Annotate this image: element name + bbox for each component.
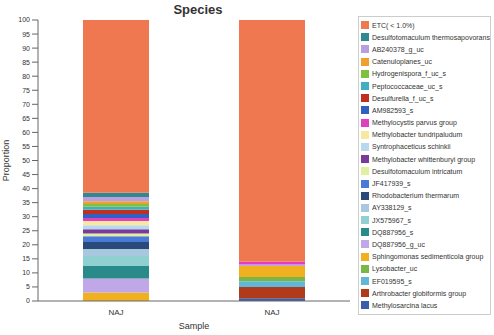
- html-text:Desulfurella_f_uc_s: Desulfurella_f_uc_s: [372, 94, 434, 102]
- svg-text:5: 5: [26, 283, 30, 290]
- html-text:Desulfotomaculum thermosapovor: Desulfotomaculum thermosapovorans: [372, 33, 490, 41]
- html-text:AB240378_g_uc: AB240378_g_uc: [372, 46, 424, 53]
- svg-text:65: 65: [22, 115, 30, 122]
- svg-text:10: 10: [22, 269, 30, 276]
- html-text:Sphingomonas sedimenticola gro: Sphingomonas sedimenticola group: [372, 253, 484, 261]
- svg-text:60: 60: [22, 129, 30, 136]
- html-text:Syntrophaceticus schinkii: Syntrophaceticus schinkii: [372, 143, 451, 151]
- html-text:Methylobacter tundripaludum: Methylobacter tundripaludum: [372, 131, 463, 139]
- html-text:Lysobacter_uc: Lysobacter_uc: [372, 265, 418, 273]
- svg-text:20: 20: [22, 241, 30, 248]
- svg-text:55: 55: [22, 143, 30, 150]
- svg-text:NAJ: NAJ: [264, 308, 279, 317]
- svg-text:40: 40: [22, 185, 30, 192]
- html-text:DQ887956_s: DQ887956_s: [372, 228, 414, 236]
- svg-text:90: 90: [22, 45, 30, 52]
- html-text:Methylocystis parvus group: Methylocystis parvus group: [372, 119, 457, 127]
- html-text:AM982593_s: AM982593_s: [372, 106, 414, 114]
- svg-text:45: 45: [22, 171, 30, 178]
- html-text:EF019595_s: EF019595_s: [372, 277, 412, 285]
- svg-text:75: 75: [22, 87, 30, 94]
- svg-text:35: 35: [22, 199, 30, 206]
- svg-text:30: 30: [22, 213, 30, 220]
- html-text:Peptococcaceae_uc_s: Peptococcaceae_uc_s: [372, 82, 443, 90]
- html-text:Methylobacter whittenburyi gro: Methylobacter whittenburyi group: [372, 155, 476, 163]
- svg-text:95: 95: [22, 31, 30, 38]
- svg-text:Proportion: Proportion: [8, 140, 11, 182]
- svg-text:15: 15: [22, 255, 30, 262]
- html-text:Rhodobacterium thermarum: Rhodobacterium thermarum: [372, 192, 460, 200]
- svg-text:0: 0: [26, 297, 30, 304]
- html-text:Desulfotomaculum intricatum: Desulfotomaculum intricatum: [372, 167, 463, 175]
- html-text:Arthrobacter globiformis group: Arthrobacter globiformis group: [372, 289, 467, 297]
- html-text:JF417939_s: JF417939_s: [372, 180, 411, 187]
- html-text:Species: Species: [173, 2, 223, 17]
- html-text:JX575967_s: JX575967_s: [372, 216, 411, 224]
- html-text:Methylosarcina lacus: Methylosarcina lacus: [372, 301, 438, 309]
- svg-text:NAJ: NAJ: [108, 308, 123, 317]
- html-text:Catenuloplanes_uc: Catenuloplanes_uc: [372, 58, 432, 66]
- svg-text:50: 50: [22, 157, 30, 164]
- svg-text:25: 25: [22, 227, 30, 234]
- svg-text:85: 85: [22, 59, 30, 66]
- html-text:Hydrogenispora_f_uc_s: Hydrogenispora_f_uc_s: [372, 70, 446, 78]
- svg-text:100: 100: [18, 16, 30, 23]
- html-text:ETC( < 1.0%): ETC( < 1.0%): [372, 21, 415, 29]
- svg-text:80: 80: [22, 73, 30, 80]
- html-text:DQ887956_g_uc: DQ887956_g_uc: [372, 241, 425, 248]
- html-text:AY338129_s: AY338129_s: [372, 204, 412, 212]
- svg-text:Sample: Sample: [179, 321, 210, 331]
- svg-text:70: 70: [22, 101, 30, 108]
